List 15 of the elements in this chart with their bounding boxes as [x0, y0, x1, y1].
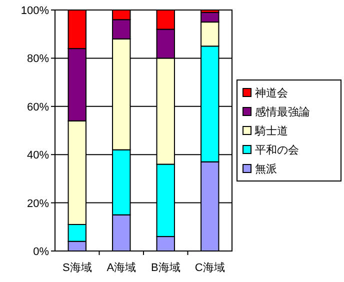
- x-tick-label: B海域: [150, 261, 180, 274]
- y-tick-label: 60%: [26, 101, 50, 114]
- x-tick-label: C海域: [194, 261, 225, 274]
- y-tick-label: 20%: [26, 198, 50, 210]
- y-tick-label: 40%: [26, 150, 50, 162]
- legend-label: 無派: [255, 162, 277, 176]
- legend-label: 騎士道: [254, 124, 288, 138]
- x-tick-label: S海域: [62, 261, 92, 274]
- legend-label: 神道会: [255, 86, 288, 100]
- y-tick-label: 80%: [26, 53, 50, 66]
- legend-label: 平和の会: [255, 144, 299, 156]
- y-tick-label: 0%: [33, 246, 50, 258]
- y-tick-label: 100%: [20, 5, 50, 17]
- x-tick-label: A海域: [106, 261, 136, 274]
- legend-label: 感情最強論: [255, 106, 310, 118]
